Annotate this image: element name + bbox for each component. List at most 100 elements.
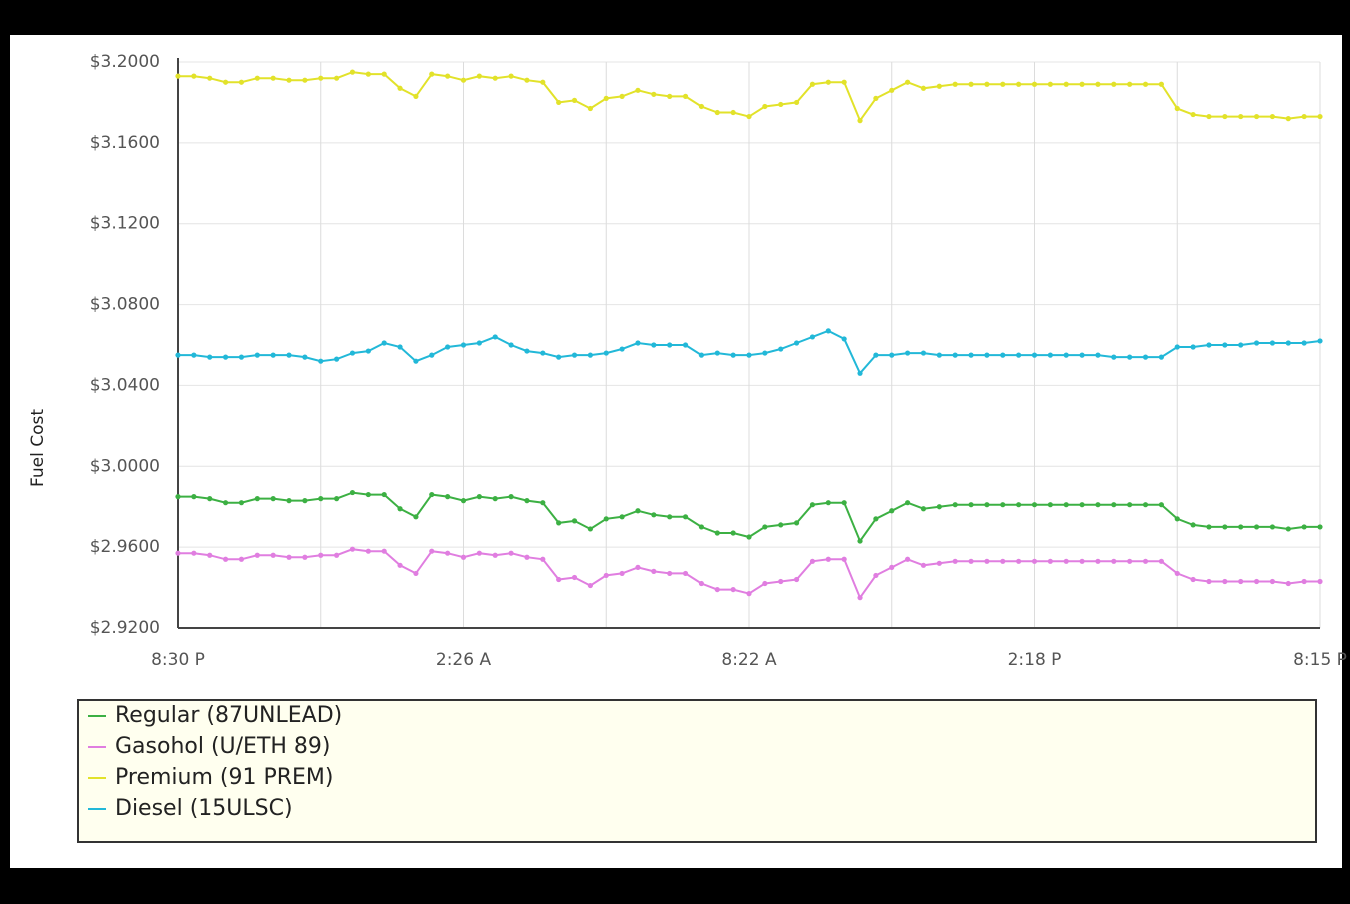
data-point xyxy=(762,524,768,530)
data-point xyxy=(302,554,308,560)
data-point xyxy=(857,118,863,124)
data-point xyxy=(524,498,530,504)
data-point xyxy=(635,564,641,570)
legend-label: Regular (87UNLEAD) xyxy=(115,703,342,728)
data-point xyxy=(1111,558,1117,564)
data-point xyxy=(397,85,403,91)
data-point xyxy=(1047,352,1053,358)
data-point xyxy=(1142,354,1149,360)
data-point xyxy=(302,498,308,504)
data-point xyxy=(429,71,435,77)
data-point xyxy=(540,79,546,85)
data-point xyxy=(1238,578,1244,585)
data-point xyxy=(1317,113,1323,120)
data-point xyxy=(270,552,276,558)
data-point xyxy=(714,350,720,356)
data-point xyxy=(1063,352,1069,358)
data-point xyxy=(667,514,673,520)
data-point xyxy=(524,554,530,560)
data-point xyxy=(920,85,927,91)
data-point xyxy=(1269,113,1276,120)
data-point xyxy=(349,350,356,356)
data-point xyxy=(524,348,530,354)
data-point xyxy=(952,502,958,508)
data-point xyxy=(270,352,276,358)
data-point xyxy=(873,95,879,101)
data-point xyxy=(1174,105,1180,112)
data-point xyxy=(1127,502,1133,508)
data-point xyxy=(1063,558,1069,564)
data-point xyxy=(318,496,324,502)
data-point xyxy=(571,97,578,104)
data-point xyxy=(445,494,451,500)
y-tick-label: $3.0800 xyxy=(90,295,160,315)
data-point xyxy=(429,548,435,554)
data-point xyxy=(254,352,260,358)
data-point xyxy=(302,77,308,83)
data-point xyxy=(603,95,609,101)
data-point xyxy=(445,73,451,79)
data-point xyxy=(968,502,974,508)
data-point xyxy=(397,562,403,568)
y-axis-label: Fuel Cost xyxy=(28,409,48,487)
data-point xyxy=(1158,558,1164,564)
data-point xyxy=(381,548,387,554)
data-point xyxy=(619,570,625,577)
y-tick-label: $3.2000 xyxy=(90,52,160,72)
data-point xyxy=(175,73,181,79)
data-point xyxy=(825,556,831,562)
data-point xyxy=(413,358,419,364)
data-point xyxy=(254,496,260,502)
data-point xyxy=(207,496,213,502)
data-point xyxy=(857,538,863,544)
data-point xyxy=(238,354,245,360)
data-point xyxy=(445,344,451,350)
data-point xyxy=(698,103,705,110)
data-point xyxy=(619,93,625,99)
data-point xyxy=(841,336,847,342)
data-point xyxy=(1142,558,1149,564)
data-point xyxy=(508,342,514,348)
data-point xyxy=(191,352,197,358)
data-point xyxy=(857,595,863,601)
data-point xyxy=(730,586,736,593)
data-point xyxy=(365,348,371,354)
data-point xyxy=(207,552,213,558)
data-point xyxy=(714,109,720,116)
data-point xyxy=(1238,113,1244,120)
data-point xyxy=(413,570,419,577)
data-point xyxy=(397,506,403,512)
y-tick-label: $3.0400 xyxy=(90,375,160,395)
data-point xyxy=(381,340,387,346)
data-point xyxy=(1079,558,1085,564)
data-point xyxy=(334,496,340,502)
x-tick-label: 8:22 A xyxy=(721,650,777,670)
data-point xyxy=(460,498,467,504)
data-point xyxy=(286,77,292,83)
data-point xyxy=(587,352,593,358)
data-point xyxy=(1317,578,1323,585)
data-point xyxy=(429,491,435,498)
data-point xyxy=(1063,81,1069,87)
data-point xyxy=(238,79,245,85)
data-point xyxy=(778,578,784,585)
data-point xyxy=(1206,113,1212,120)
data-point xyxy=(1190,344,1196,350)
data-point xyxy=(920,350,927,356)
data-point xyxy=(1206,524,1212,530)
data-point xyxy=(968,81,974,87)
data-point xyxy=(1222,524,1228,530)
data-point xyxy=(1317,524,1323,530)
data-point xyxy=(334,75,340,81)
data-point xyxy=(1269,578,1276,585)
data-point xyxy=(302,354,308,360)
data-point xyxy=(1127,81,1133,87)
x-tick-label: 2:26 A xyxy=(436,650,492,670)
data-point xyxy=(1079,81,1085,87)
y-tick-label: $2.9200 xyxy=(90,618,160,638)
data-point xyxy=(1142,502,1149,508)
data-point xyxy=(492,552,498,558)
data-point xyxy=(1238,524,1244,530)
data-point xyxy=(793,576,800,583)
data-point xyxy=(508,550,514,556)
